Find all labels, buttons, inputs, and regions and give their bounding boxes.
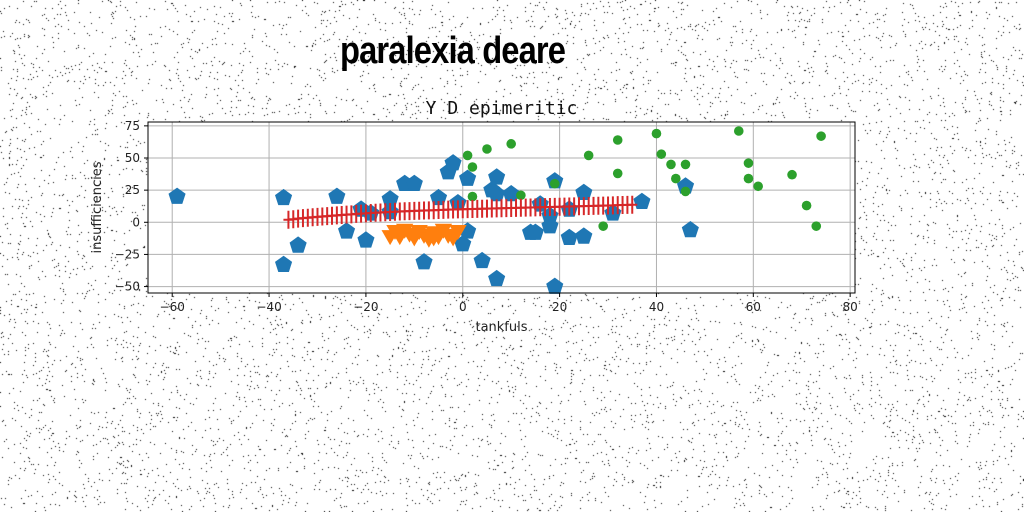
data-point xyxy=(289,236,307,253)
y-tick-label: 0 xyxy=(132,215,140,229)
data-point xyxy=(275,255,293,272)
axis-ticks: −60 −40 −20 0 20 40 60 80 −50 −25 0 25 50 75 xyxy=(115,119,858,314)
data-point xyxy=(502,185,520,202)
x-tick-label: 40 xyxy=(649,300,664,314)
data-point xyxy=(488,168,506,185)
data-point xyxy=(449,225,467,240)
data-point xyxy=(560,228,578,245)
y-tick-label: −25 xyxy=(115,247,140,261)
data-point xyxy=(575,183,593,200)
series-3 xyxy=(462,126,826,231)
data-point xyxy=(598,221,608,231)
data-point xyxy=(627,195,638,214)
y-tick-label: −50 xyxy=(115,280,140,294)
data-point xyxy=(680,186,691,197)
chart-title: Y D epimeritic xyxy=(426,98,578,119)
data-point xyxy=(811,221,822,231)
x-tick-label: −40 xyxy=(256,300,281,314)
y-tick-label: 25 xyxy=(125,183,140,197)
series-4 xyxy=(283,195,638,229)
data-point xyxy=(583,150,594,161)
data-point xyxy=(541,217,559,234)
data-point xyxy=(275,188,293,206)
data-point xyxy=(612,168,623,179)
data-point xyxy=(753,181,763,192)
data-point xyxy=(671,173,681,184)
data-point xyxy=(425,231,443,247)
x-tick-label: −20 xyxy=(353,300,378,314)
data-point xyxy=(415,253,433,270)
data-point xyxy=(651,128,662,139)
data-point xyxy=(549,178,560,189)
data-point xyxy=(816,131,826,141)
data-point xyxy=(488,269,506,287)
data-point xyxy=(633,192,651,209)
data-point xyxy=(482,144,492,154)
data-point xyxy=(680,159,691,170)
data-point xyxy=(656,149,667,159)
x-axis-label: tankfuls xyxy=(475,320,527,335)
page-title: paralexia deare xyxy=(340,30,566,72)
data-point xyxy=(444,154,462,171)
data-point xyxy=(575,227,593,244)
data-point xyxy=(381,190,399,207)
data-point xyxy=(526,223,544,240)
x-tick-label: 0 xyxy=(459,300,467,314)
data-point xyxy=(733,126,744,136)
data-point xyxy=(516,190,526,201)
data-point xyxy=(467,191,478,202)
data-point xyxy=(338,222,356,239)
data-point xyxy=(473,251,491,269)
x-tick-label: 60 xyxy=(746,300,761,314)
x-tick-label: −60 xyxy=(160,300,185,314)
plot-frame xyxy=(147,121,856,294)
data-point xyxy=(488,185,506,202)
y-tick-label: 75 xyxy=(125,119,140,133)
data-point xyxy=(681,221,699,238)
data-point xyxy=(743,158,754,168)
data-point xyxy=(454,235,472,252)
data-point xyxy=(357,231,375,248)
series-layer xyxy=(168,126,826,294)
data-point xyxy=(168,187,186,204)
data-point xyxy=(506,139,516,149)
data-point xyxy=(462,150,473,161)
y-axis-label: insufficiencies xyxy=(90,161,105,253)
data-point xyxy=(801,200,812,211)
data-point xyxy=(612,135,623,145)
data-point xyxy=(405,174,423,191)
data-point xyxy=(459,169,477,186)
data-point xyxy=(546,277,564,294)
series-2 xyxy=(381,223,467,248)
data-point xyxy=(743,173,754,184)
y-tick-label: 50 xyxy=(125,151,140,165)
x-tick-label: 80 xyxy=(843,300,858,314)
data-point xyxy=(328,187,346,204)
data-point xyxy=(467,162,478,172)
data-point xyxy=(787,169,797,180)
x-tick-label: 20 xyxy=(552,300,567,314)
data-point xyxy=(381,230,399,246)
data-point xyxy=(666,159,676,170)
